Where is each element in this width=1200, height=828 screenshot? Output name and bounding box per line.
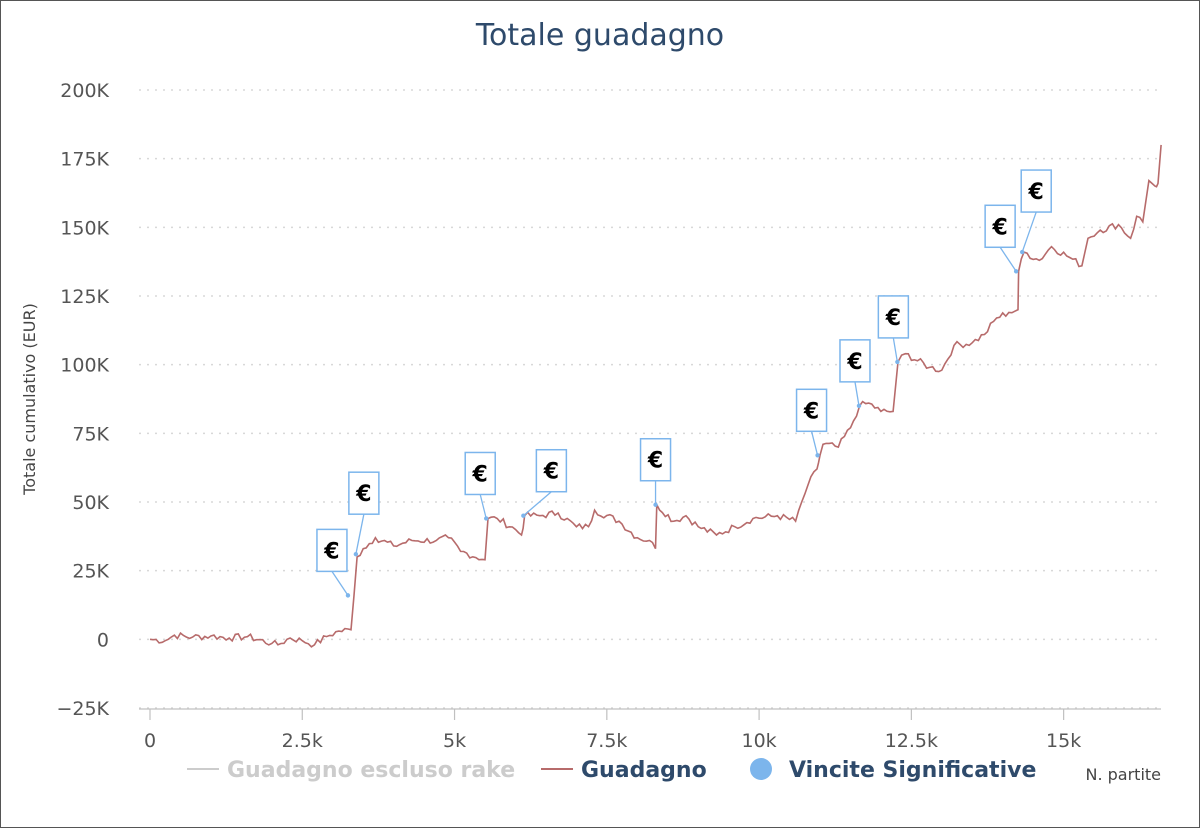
significant-win-flag[interactable]: € (984, 204, 1019, 274)
flag-box (877, 295, 910, 339)
flag-pole (999, 246, 1017, 272)
flag-pole (810, 431, 819, 456)
flag-label: € (472, 462, 488, 487)
flags-layer: € € € € € € € € € € (316, 169, 1052, 598)
flag-pole (522, 491, 552, 517)
flag-label: € (1028, 180, 1044, 205)
flag-label: € (647, 449, 663, 474)
significant-win-point[interactable] (521, 513, 526, 518)
chart-title: Totale guadagno (475, 18, 724, 53)
y-tick-label: 175K (60, 149, 109, 171)
flag-box (348, 471, 380, 515)
grid-lines (139, 89, 1161, 709)
significant-win-point[interactable] (895, 359, 900, 365)
legend-item[interactable]: Guadagno escluso rake (187, 758, 515, 783)
legend-label: Guadagno escluso rake (227, 758, 515, 783)
flag-pole (355, 514, 365, 555)
flag-pole (1021, 211, 1037, 253)
legend-item[interactable]: Guadagno (541, 758, 707, 783)
significant-win-flag[interactable]: € (1020, 169, 1052, 255)
significant-win-flag[interactable]: € (839, 339, 871, 409)
x-tick-label: 7.5k (586, 730, 627, 752)
significant-win-point[interactable] (815, 453, 820, 458)
y-tick-label: 25K (72, 561, 109, 583)
legend[interactable]: Guadagno escluso rake Guadagno Vincite Sig… (187, 758, 1036, 783)
significant-win-point[interactable] (653, 502, 658, 507)
x-tick-label: 12.5k (885, 730, 938, 752)
legend-label: Guadagno (581, 758, 707, 783)
x-tick-label: 10k (741, 730, 776, 752)
series-layer (149, 144, 1162, 648)
flag-label: € (355, 482, 371, 507)
y-tick-label: 75K (72, 423, 109, 445)
x-tick-label: 15k (1046, 730, 1081, 752)
flag-box (639, 437, 672, 482)
flag-label: € (846, 350, 862, 375)
significant-win-point[interactable] (353, 551, 359, 557)
flag-pole (854, 381, 860, 406)
flag-label: € (323, 539, 339, 564)
y-tick-label: 200K (60, 80, 109, 102)
legend-circle-marker (750, 758, 772, 780)
series-line-guadagno (149, 144, 1162, 648)
y-axis-label: Totale cumulativo (EUR) (20, 303, 39, 496)
significant-win-flag[interactable]: € (464, 451, 496, 521)
flag-box (839, 339, 871, 383)
significant-win-point[interactable] (345, 593, 351, 598)
x-tick-label: 2.5k (282, 730, 323, 752)
flag-box (984, 204, 1016, 249)
significant-win-point[interactable] (856, 403, 862, 409)
flag-pole (479, 494, 487, 519)
x-axis: 0 2.5k 5k 7.5k 10k 12.5k 15k (139, 708, 1161, 752)
y-tick-label: −25K (56, 698, 109, 720)
flag-pole (892, 337, 898, 363)
y-tick-label: 100K (60, 355, 109, 377)
flag-pole (331, 571, 349, 596)
significant-win-flag[interactable]: € (877, 295, 910, 365)
y-tick-label: 150K (60, 217, 109, 239)
x-tick-label: 5k (443, 730, 466, 752)
flag-box (795, 388, 828, 433)
x-axis-label: N. partite (1085, 765, 1161, 784)
significant-win-point[interactable] (1013, 269, 1019, 274)
y-tick-label: 50K (72, 492, 109, 514)
significant-win-flag[interactable]: € (521, 448, 568, 518)
significant-win-flag[interactable]: € (795, 388, 828, 458)
flag-label: € (885, 306, 901, 331)
flag-box (535, 448, 568, 493)
flag-label: € (991, 215, 1007, 240)
y-tick-label: 125K (60, 286, 109, 308)
y-axis: −25K 0 25K 50K 75K 100K 125K 150K 175K 200K (56, 80, 109, 720)
flag-label: € (803, 399, 819, 424)
flag-box (1020, 169, 1052, 213)
flag-box (316, 528, 348, 573)
significant-win-point[interactable] (484, 516, 489, 521)
y-tick-label: 0 (97, 629, 109, 651)
x-tick-label: 0 (144, 730, 156, 752)
significant-win-flag[interactable]: € (639, 437, 672, 507)
significant-win-flag[interactable]: € (348, 471, 380, 557)
flag-box (464, 451, 496, 496)
significant-win-point[interactable] (1020, 249, 1025, 255)
flag-label: € (543, 460, 559, 485)
significant-win-flag[interactable]: € (316, 528, 351, 598)
legend-label: Vincite Significative (789, 758, 1036, 783)
legend-item[interactable]: Vincite Significative (750, 758, 1036, 783)
